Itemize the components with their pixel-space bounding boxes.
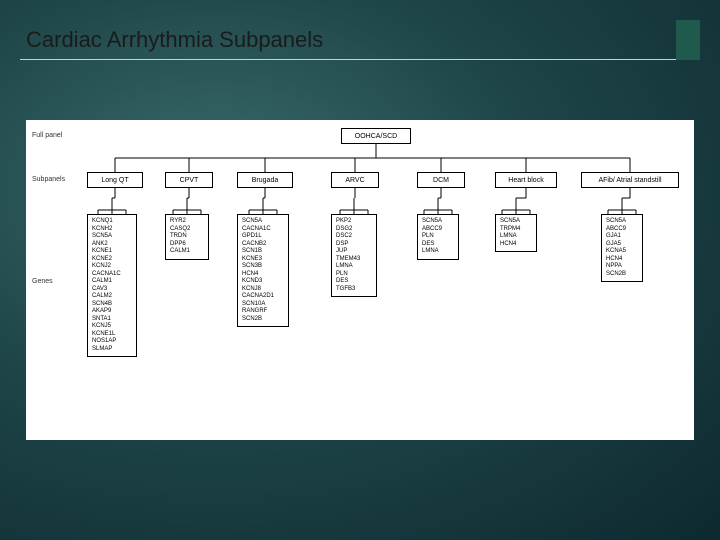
gene-kcnj2: KCNJ2	[92, 263, 132, 271]
gene-hcn4: HCN4	[606, 256, 638, 264]
node-subpanel-lqt: Long QT	[87, 172, 143, 188]
gene-cacna1c: CACNA1C	[92, 271, 132, 279]
gene-scn2b: SCN2B	[606, 271, 638, 279]
gene-gpd1l: GPD1L	[242, 233, 284, 241]
gene-calm2: CALM2	[92, 293, 132, 301]
gene-cacna1c: CACNA1C	[242, 226, 284, 234]
gene-box-cpvt: RYR2CASQ2TRDNDPP6CALM1	[165, 214, 209, 260]
gene-box-lqt: KCNQ1KCNH2SCN5AANK2KCNE1KCNE2KCNJ2CACNA1…	[87, 214, 137, 357]
gene-dsp: DSP	[336, 241, 372, 249]
gene-scn5a: SCN5A	[606, 218, 638, 226]
gene-box-brug: SCN5ACACNA1CGPD1LCACNB2SCN1BKCNE3SCN3BHC…	[237, 214, 289, 327]
gene-lmna: LMNA	[336, 263, 372, 271]
node-subpanel-afib: AFib/ Atrial standstill	[581, 172, 679, 188]
gene-scn3b: SCN3B	[242, 263, 284, 271]
gene-box-dcm: SCN5AABCC9PLNDESLMNA	[417, 214, 459, 260]
node-subpanel-brug: Brugada	[237, 172, 293, 188]
gene-nppa: NPPA	[606, 263, 638, 271]
gene-rangrf: RANGRF	[242, 308, 284, 316]
gene-kcnj5: KCNJ5	[92, 323, 132, 331]
title-bar: Cardiac Arrhythmia Subpanels	[20, 20, 700, 60]
gene-lmna: LMNA	[422, 248, 454, 256]
gene-pkp2: PKP2	[336, 218, 372, 226]
gene-tmem43: TMEM43	[336, 256, 372, 264]
gene-abcc9: ABCC9	[422, 226, 454, 234]
gene-ryr2: RYR2	[170, 218, 204, 226]
accent-block	[676, 20, 700, 60]
gene-kcne1l: KCNE1L	[92, 331, 132, 339]
label-subpanels: Subpanels	[32, 176, 65, 183]
gene-pln: PLN	[336, 271, 372, 279]
gene-abcc9: ABCC9	[606, 226, 638, 234]
gene-box-afib: SCN5AABCC9GJA1GJA5KCNA5HCN4NPPASCN2B	[601, 214, 643, 282]
gene-kcne3: KCNE3	[242, 256, 284, 264]
gene-hcn4: HCN4	[242, 271, 284, 279]
gene-kcnj8: KCNJ8	[242, 286, 284, 294]
gene-casq2: CASQ2	[170, 226, 204, 234]
node-subpanel-hb: Heart block	[495, 172, 557, 188]
gene-lmna: LMNA	[500, 233, 532, 241]
gene-ank2: ANK2	[92, 241, 132, 249]
page-title: Cardiac Arrhythmia Subpanels	[20, 27, 323, 53]
gene-scn2b: SCN2B	[242, 316, 284, 324]
gene-scn4b: SCN4B	[92, 301, 132, 309]
gene-slmap: SLMAP	[92, 346, 132, 354]
gene-scn5a: SCN5A	[242, 218, 284, 226]
node-subpanel-dcm: DCM	[417, 172, 465, 188]
gene-nos1ap: NOS1AP	[92, 338, 132, 346]
gene-dsg2: DSG2	[336, 226, 372, 234]
gene-kcnq1: KCNQ1	[92, 218, 132, 226]
label-full-panel: Full panel	[32, 132, 62, 139]
gene-kcne2: KCNE2	[92, 256, 132, 264]
gene-trpm4: TRPM4	[500, 226, 532, 234]
gene-scn1b: SCN1B	[242, 248, 284, 256]
node-root: OOHCA/SCD	[341, 128, 411, 144]
gene-box-arvc: PKP2DSG2DSC2DSPJUPTMEM43LMNAPLNDESTGFB3	[331, 214, 377, 297]
gene-cacnb2: CACNB2	[242, 241, 284, 249]
gene-scn5a: SCN5A	[500, 218, 532, 226]
gene-hcn4: HCN4	[500, 241, 532, 249]
gene-snta1: SNTA1	[92, 316, 132, 324]
gene-pln: PLN	[422, 233, 454, 241]
gene-cacna2d1: CACNA2D1	[242, 293, 284, 301]
gene-des: DES	[336, 278, 372, 286]
gene-kcnh2: KCNH2	[92, 226, 132, 234]
gene-dpp6: DPP6	[170, 241, 204, 249]
gene-dsc2: DSC2	[336, 233, 372, 241]
gene-jup: JUP	[336, 248, 372, 256]
gene-tgfb3: TGFB3	[336, 286, 372, 294]
gene-trdn: TRDN	[170, 233, 204, 241]
label-genes: Genes	[32, 278, 53, 285]
gene-box-hb: SCN5ATRPM4LMNAHCN4	[495, 214, 537, 252]
gene-akap9: AKAP9	[92, 308, 132, 316]
node-subpanel-arvc: ARVC	[331, 172, 379, 188]
gene-calm1: CALM1	[92, 278, 132, 286]
gene-calm1: CALM1	[170, 248, 204, 256]
node-subpanel-cpvt: CPVT	[165, 172, 213, 188]
gene-scn10a: SCN10A	[242, 301, 284, 309]
gene-cav3: CAV3	[92, 286, 132, 294]
gene-scn5a: SCN5A	[422, 218, 454, 226]
gene-gja1: GJA1	[606, 233, 638, 241]
gene-kcnd3: KCND3	[242, 278, 284, 286]
gene-kcna5: KCNA5	[606, 248, 638, 256]
gene-kcne1: KCNE1	[92, 248, 132, 256]
diagram-panel: Full panel Subpanels Genes OOHCA/SCD Lon…	[26, 120, 694, 440]
gene-gja5: GJA5	[606, 241, 638, 249]
gene-scn5a: SCN5A	[92, 233, 132, 241]
gene-des: DES	[422, 241, 454, 249]
